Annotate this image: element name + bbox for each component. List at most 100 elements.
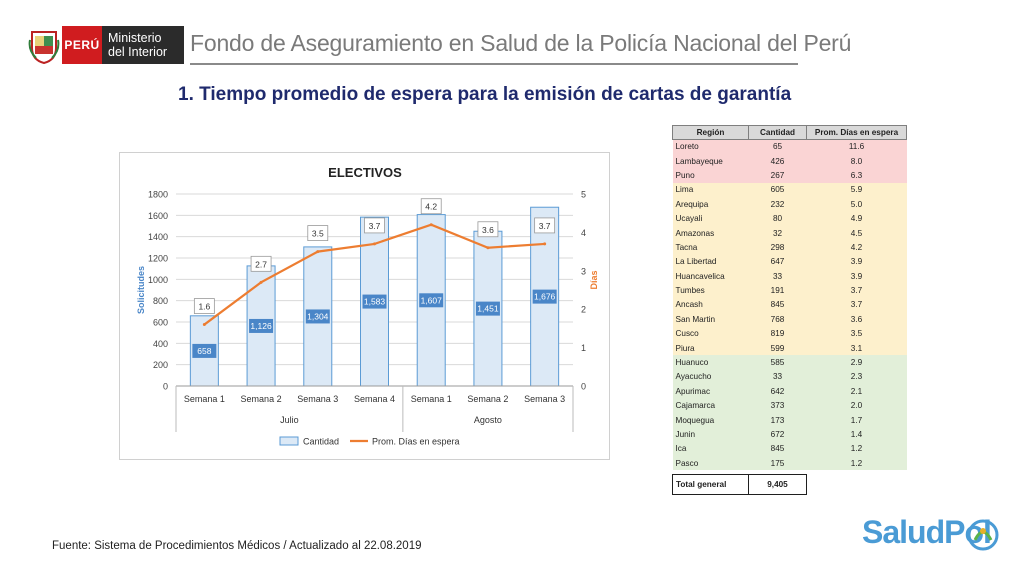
table-row: La Libertad 647 3.9 <box>672 254 907 270</box>
table-row: Tumbes 191 3.7 <box>672 283 907 298</box>
prom-dias-cell: 1.4 <box>806 427 907 442</box>
cantidad-cell: 232 <box>748 197 807 212</box>
bar-label-bg <box>475 301 500 316</box>
bar-label-bg <box>532 289 557 304</box>
line-point <box>543 242 547 246</box>
line-point <box>429 223 433 227</box>
cantidad-cell: 605 <box>748 182 807 198</box>
table-row: Pasco 175 1.2 <box>672 456 907 471</box>
table-row: Junin 672 1.4 <box>672 427 907 442</box>
prom-dias-cell: 3.7 <box>806 283 907 298</box>
legend-swatch-cantidad <box>279 436 299 446</box>
chart-panel: ELECTIVOS Solicitudes Días 0 200 400 600 800… <box>119 152 610 460</box>
y2-axis-label: Días <box>589 270 599 289</box>
saludpol-logo: SaludPol <box>862 512 1002 556</box>
cantidad-cell: 175 <box>748 456 807 471</box>
bar-data-label: 1,451 <box>477 304 499 314</box>
y2-tick-label: 2 <box>581 305 586 315</box>
line-label-box <box>420 198 442 215</box>
total-label: Total general <box>672 473 749 495</box>
line-label-box <box>534 217 556 234</box>
prom-dias-cell: 3.5 <box>806 326 907 341</box>
chart-title: ELECTIVOS <box>328 165 402 180</box>
table-row: San Martin 768 3.6 <box>672 312 907 327</box>
region-cell: Apurimac <box>672 384 749 399</box>
legend-label-prom: Prom. Días en espera <box>372 437 460 447</box>
header-divider <box>190 63 798 65</box>
source-footer: Fuente: Sistema de Procedimientos Médico… <box>52 540 422 552</box>
line-point <box>259 280 263 284</box>
region-cell: Huancavelica <box>672 269 749 284</box>
prom-dias-cell: 2.9 <box>806 355 907 370</box>
table-row: Huanuco 585 2.9 <box>672 355 907 370</box>
region-cell: Arequipa <box>672 197 749 212</box>
table-row: Piura 599 3.1 <box>672 340 907 356</box>
region-cell: Ancash <box>672 297 749 313</box>
y2-tick-label: 0 <box>581 382 586 392</box>
line-data-label: 1.6 <box>198 302 210 312</box>
table-row: Ucayali 80 4.9 <box>672 211 907 226</box>
table-row: Huancavelica 33 3.9 <box>672 269 907 284</box>
prom-dias-cell: 6.3 <box>806 168 907 183</box>
bar-data-label: 1,607 <box>421 295 443 305</box>
prom-dias-cell: 3.9 <box>806 269 907 284</box>
bar-data-label: 1,583 <box>364 297 386 307</box>
ministry-badge: Ministerio del Interior <box>102 26 184 64</box>
header-cantidad: Cantidad <box>748 125 807 140</box>
line-label-box <box>250 255 272 272</box>
cantidad-cell: 65 <box>748 139 807 154</box>
header: PERÚ Ministerio del Interior Fondo de As… <box>0 0 1024 70</box>
line-label-box <box>477 221 499 238</box>
bar-data-label: 1,676 <box>534 292 556 302</box>
table-row: Puno 267 6.3 <box>672 168 907 183</box>
cantidad-cell: 845 <box>748 297 807 313</box>
region-cell: Ayacucho <box>672 369 749 385</box>
y-tick-label: 1400 <box>148 232 168 242</box>
line-data-label: 3.7 <box>369 221 381 231</box>
cantidad-cell: 298 <box>748 240 807 255</box>
region-cell: Lima <box>672 182 749 198</box>
prom-dias-cell: 4.2 <box>806 240 907 255</box>
cantidad-cell: 647 <box>748 254 807 270</box>
electivos-chart: ELECTIVOS Solicitudes Días 0 200 400 600 800… <box>136 165 599 447</box>
table-row: Ayacucho 33 2.3 <box>672 369 907 385</box>
y-tick-label: 1800 <box>148 190 168 200</box>
cantidad-cell: 373 <box>748 398 807 413</box>
cantidad-cell: 33 <box>748 269 807 284</box>
peru-badge: PERÚ <box>62 26 102 64</box>
table-row: Moquegua 173 1.7 <box>672 412 907 428</box>
prom-dias-cell: 2.1 <box>806 384 907 399</box>
cantidad-cell: 191 <box>748 283 807 298</box>
line-data-label: 3.7 <box>539 221 551 231</box>
x-tick-label: Semana 3 <box>524 394 565 404</box>
bar-label-bg <box>305 309 330 324</box>
region-cell: Tacna <box>672 240 749 255</box>
x-tick-label: Semana 4 <box>354 394 395 404</box>
region-cell: Piura <box>672 340 749 356</box>
x-group-label: Agosto <box>474 415 502 425</box>
y-tick-label: 0 <box>163 382 168 392</box>
coat-of-arms-icon <box>28 31 60 64</box>
cantidad-cell: 819 <box>748 326 807 341</box>
cantidad-cell: 768 <box>748 312 807 327</box>
institution-title: Fondo de Aseguramiento en Salud de la Po… <box>190 30 852 56</box>
prom-dias-cell: 1.7 <box>806 412 907 428</box>
region-cell: Loreto <box>672 139 749 154</box>
bar-data-label: 1,304 <box>307 311 329 321</box>
total-row: Total general 9,405 <box>672 473 907 495</box>
line-label-box <box>193 298 215 314</box>
region-table: Región Cantidad Prom. Días en espera Lor… <box>672 125 907 495</box>
total-value: 9,405 <box>748 473 807 495</box>
header-region: Región <box>672 125 749 140</box>
cantidad-cell: 426 <box>748 153 807 169</box>
table-row: Ancash 845 3.7 <box>672 297 907 313</box>
line-label-box <box>307 225 329 241</box>
header-prom-dias: Prom. Días en espera <box>806 125 907 140</box>
line-label-box <box>364 217 385 234</box>
slide-title: 1. Tiempo promedio de espera para la emi… <box>178 84 792 105</box>
prom-dias-cell: 11.6 <box>806 139 907 154</box>
region-cell: Tumbes <box>672 283 749 298</box>
prom-dias-cell: 5.9 <box>806 182 907 198</box>
y2-tick-label: 3 <box>581 266 586 276</box>
region-cell: Amazonas <box>672 225 749 241</box>
